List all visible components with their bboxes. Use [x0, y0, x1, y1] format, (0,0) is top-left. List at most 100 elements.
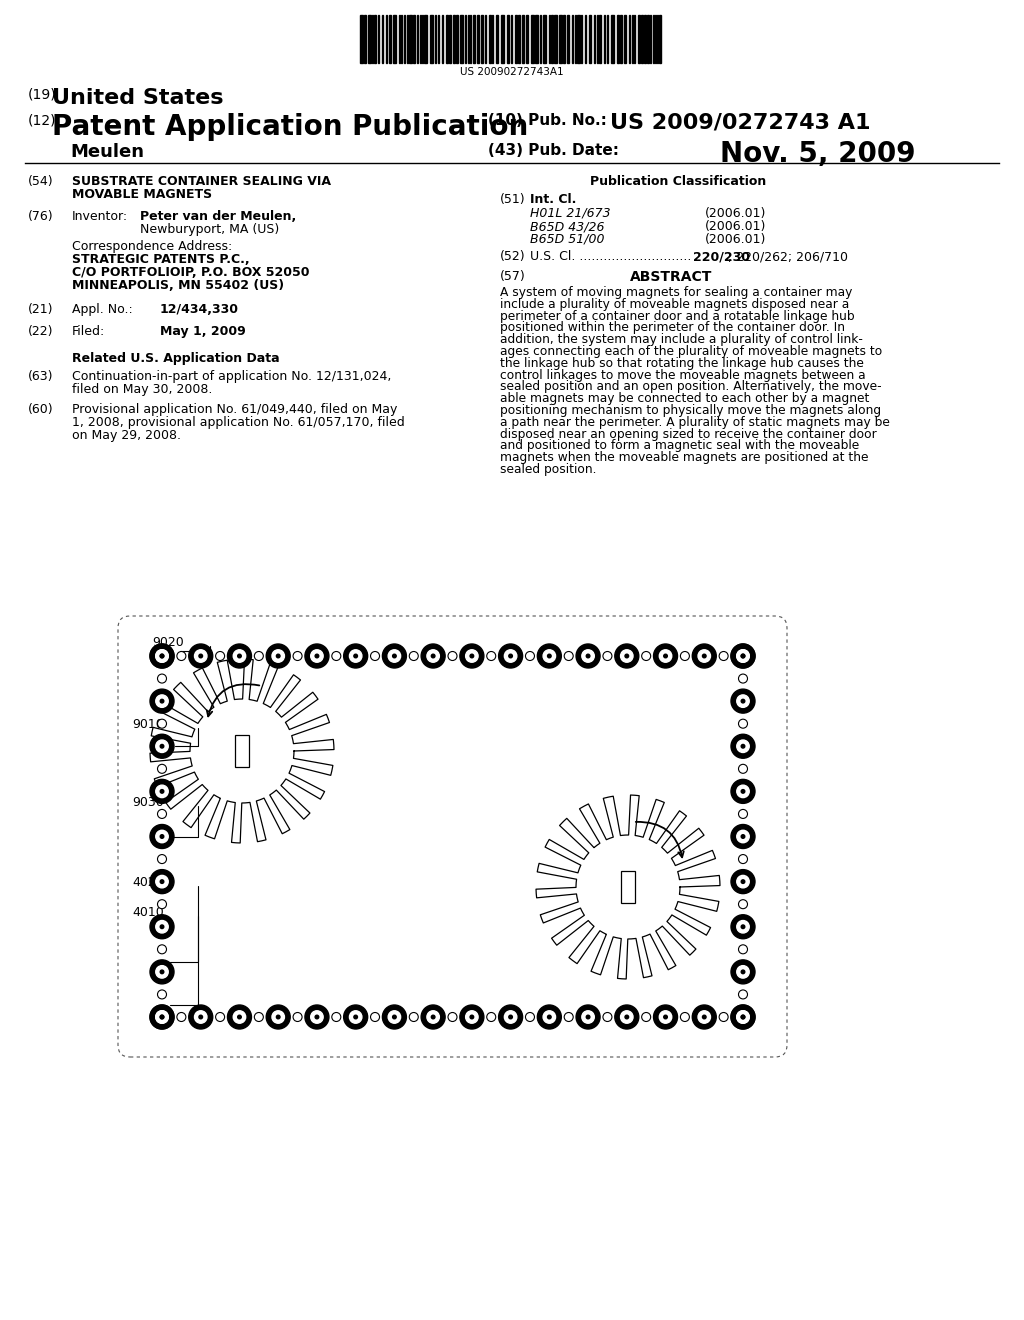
Circle shape [692, 1005, 716, 1030]
Circle shape [158, 675, 167, 682]
Polygon shape [536, 795, 720, 979]
Circle shape [460, 1005, 484, 1030]
Text: (2006.01): (2006.01) [705, 220, 766, 234]
Text: B65D 43/26: B65D 43/26 [530, 220, 604, 234]
Circle shape [625, 1015, 629, 1019]
Circle shape [738, 719, 748, 729]
Circle shape [680, 1012, 689, 1022]
Circle shape [310, 1011, 324, 1023]
Text: A system of moving magnets for sealing a container may: A system of moving magnets for sealing a… [500, 286, 852, 300]
Circle shape [349, 1011, 361, 1023]
Text: SUBSTRATE CONTAINER SEALING VIA: SUBSTRATE CONTAINER SEALING VIA [72, 176, 331, 187]
Circle shape [731, 644, 755, 668]
Circle shape [577, 644, 600, 668]
Circle shape [272, 1011, 285, 1023]
Circle shape [466, 1011, 478, 1023]
Bar [501, 15, 504, 63]
Text: United States: United States [52, 88, 223, 108]
Text: Nov. 5, 2009: Nov. 5, 2009 [720, 140, 915, 168]
Circle shape [344, 644, 368, 668]
Bar [430, 15, 433, 63]
Text: control linkages to move the moveable magnets between a: control linkages to move the moveable ma… [500, 368, 865, 381]
Bar [360, 15, 362, 63]
Circle shape [431, 1015, 435, 1019]
Text: filed on May 30, 2008.: filed on May 30, 2008. [72, 383, 212, 396]
Circle shape [731, 1005, 755, 1030]
Text: Appl. No.:: Appl. No.: [72, 304, 133, 315]
Circle shape [741, 1015, 744, 1019]
Circle shape [150, 1005, 174, 1030]
Bar [526, 15, 528, 63]
Bar [409, 15, 412, 63]
Polygon shape [151, 659, 334, 843]
Circle shape [305, 644, 329, 668]
Text: (10) Pub. No.:: (10) Pub. No.: [488, 114, 607, 128]
Text: positioning mechanism to physically move the magnets along: positioning mechanism to physically move… [500, 404, 881, 417]
Circle shape [156, 830, 168, 842]
Text: positioned within the perimeter of the container door. In: positioned within the perimeter of the c… [500, 321, 845, 334]
Circle shape [156, 694, 168, 708]
Circle shape [188, 1005, 213, 1030]
Circle shape [427, 649, 439, 663]
Circle shape [486, 652, 496, 660]
Text: Related U.S. Application Data: Related U.S. Application Data [72, 352, 280, 366]
Circle shape [238, 655, 242, 657]
Circle shape [150, 779, 174, 804]
Circle shape [731, 689, 755, 713]
Circle shape [158, 900, 167, 908]
Circle shape [548, 655, 551, 657]
Text: 220/230: 220/230 [693, 249, 750, 263]
Bar [460, 15, 463, 63]
Circle shape [195, 1011, 207, 1023]
Circle shape [664, 1015, 668, 1019]
Text: 9030: 9030 [132, 796, 164, 809]
Text: Peter van der Meulen,: Peter van der Meulen, [140, 210, 296, 223]
Bar [374, 15, 376, 63]
Circle shape [199, 1015, 203, 1019]
Circle shape [738, 945, 748, 954]
Text: H01L 21/673: H01L 21/673 [530, 207, 610, 220]
Text: ages connecting each of the plurality of moveable magnets to: ages connecting each of the plurality of… [500, 345, 883, 358]
Text: May 1, 2009: May 1, 2009 [160, 325, 246, 338]
Text: Int. Cl.: Int. Cl. [530, 193, 577, 206]
Circle shape [156, 1011, 168, 1023]
Circle shape [736, 966, 750, 978]
Bar [522, 15, 524, 63]
Circle shape [736, 920, 750, 933]
Circle shape [505, 649, 517, 663]
Circle shape [310, 649, 324, 663]
Circle shape [741, 925, 744, 928]
Circle shape [582, 1011, 594, 1023]
Circle shape [664, 655, 668, 657]
Bar [446, 15, 449, 63]
Text: (54): (54) [28, 176, 53, 187]
Circle shape [233, 1011, 246, 1023]
Bar [551, 15, 553, 63]
Text: 4020: 4020 [132, 876, 164, 888]
Circle shape [731, 779, 755, 804]
Circle shape [736, 875, 750, 888]
Circle shape [344, 1005, 368, 1030]
Circle shape [315, 1015, 318, 1019]
Circle shape [659, 649, 672, 663]
Text: (2006.01): (2006.01) [705, 207, 766, 220]
Circle shape [731, 734, 755, 758]
Circle shape [332, 1012, 341, 1022]
Circle shape [177, 1012, 186, 1022]
Circle shape [431, 655, 435, 657]
Bar [477, 15, 479, 63]
Circle shape [388, 1011, 400, 1023]
Text: (19): (19) [28, 88, 56, 102]
Circle shape [642, 1012, 650, 1022]
Bar [567, 15, 569, 63]
Bar [449, 15, 451, 63]
Text: MOVABLE MAGNETS: MOVABLE MAGNETS [72, 187, 212, 201]
Circle shape [150, 689, 174, 713]
Circle shape [603, 1012, 612, 1022]
Circle shape [698, 1011, 711, 1023]
Circle shape [276, 655, 280, 657]
Text: (12): (12) [28, 114, 56, 127]
Circle shape [276, 1015, 280, 1019]
Circle shape [614, 644, 639, 668]
Bar [559, 15, 562, 63]
